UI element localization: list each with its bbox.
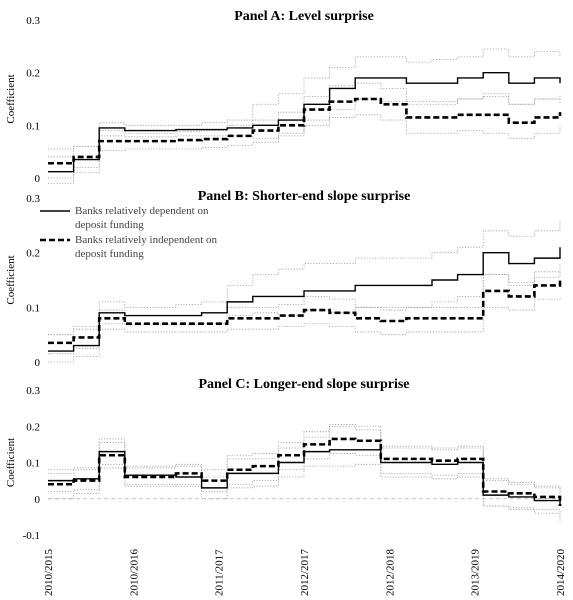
panel-title: Panel C: Longer-end slope surprise bbox=[198, 377, 409, 392]
series-ci-line bbox=[48, 48, 561, 158]
panel-title: Panel A: Level surprise bbox=[234, 9, 374, 24]
x-tick-label: 2010/2015 bbox=[43, 548, 55, 596]
series-dashed-line bbox=[48, 437, 562, 506]
x-tick-label: 2012/2018 bbox=[384, 548, 396, 596]
legend-entry-text: deposit funding bbox=[75, 219, 144, 231]
series-solid-line bbox=[48, 247, 561, 352]
y-tick-label: 0.3 bbox=[26, 15, 40, 27]
y-tick-label: 0.2 bbox=[26, 68, 40, 80]
y-tick-label: 0 bbox=[35, 357, 41, 369]
x-tick-label: 2012/2017 bbox=[299, 548, 311, 596]
y-tick-label: 0.2 bbox=[26, 421, 40, 433]
x-tick-label: 2010/2016 bbox=[128, 548, 140, 596]
y-axis-label: Coefficient bbox=[5, 438, 17, 487]
series-dashed-line bbox=[48, 97, 562, 165]
legend-entry-text: deposit funding bbox=[75, 248, 144, 260]
y-axis-label: Coefficient bbox=[5, 255, 17, 304]
y-tick-label: 0.1 bbox=[26, 458, 40, 470]
series-ci-line bbox=[48, 296, 561, 355]
panel-2: Panel B: Shorter-end slope surprise Coeff… bbox=[5, 189, 562, 369]
panel-3: Panel C: Longer-end slope surprise Coeffi… bbox=[5, 377, 567, 596]
y-tick-label: 0.3 bbox=[26, 385, 40, 397]
series-ci-line bbox=[48, 219, 561, 336]
series-ci-line bbox=[48, 114, 561, 179]
series-dashed-line bbox=[48, 280, 562, 345]
y-tick-label: 0.1 bbox=[26, 302, 40, 314]
y-tick-label: -0.1 bbox=[23, 530, 40, 542]
y-tick-label: 0.1 bbox=[26, 120, 40, 132]
series-ci-line bbox=[48, 82, 561, 150]
series-ci-line bbox=[48, 263, 561, 336]
legend-entry-text: Banks relatively independent on bbox=[75, 234, 218, 246]
y-axis-label: Coefficient bbox=[5, 74, 17, 123]
y-tick-label: 0.2 bbox=[26, 248, 40, 260]
legend: Banks relatively dependent on deposit fun… bbox=[40, 205, 218, 260]
x-tick-label: 2013/2019 bbox=[470, 548, 482, 596]
y-tick-label: 0.3 bbox=[26, 193, 40, 205]
legend-entry-text: Banks relatively dependent on bbox=[75, 205, 209, 217]
panel-title: Panel B: Shorter-end slope surprise bbox=[198, 189, 411, 204]
x-tick-label: 2011/2017 bbox=[214, 549, 226, 596]
y-tick-label: 0 bbox=[35, 173, 41, 185]
y-tick-label: 0 bbox=[35, 494, 41, 506]
x-tick-label: 2014/2020 bbox=[555, 548, 567, 596]
series-solid-line bbox=[48, 71, 561, 173]
panel-1: Panel A: Level surprise Coefficient 0 0.1 0.… bbox=[5, 9, 562, 185]
series-ci-line bbox=[48, 424, 561, 496]
